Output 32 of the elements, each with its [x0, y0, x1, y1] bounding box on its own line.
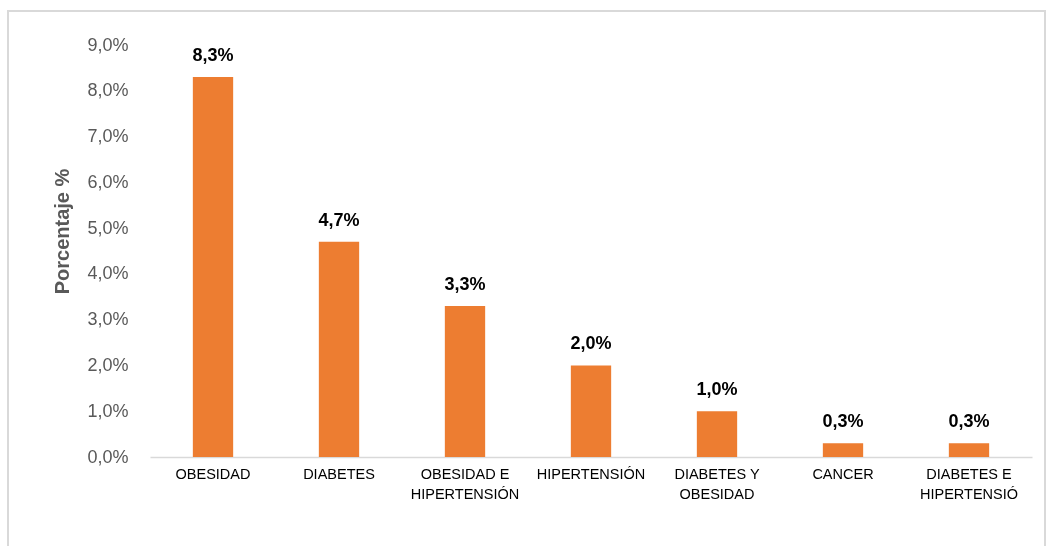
data-label: 8,3% — [192, 45, 234, 66]
x-tick-label: CANCER — [812, 465, 874, 482]
bar — [444, 305, 486, 457]
bar — [318, 241, 360, 457]
y-tick-label: 6,0% — [87, 171, 129, 192]
data-label: 3,3% — [444, 273, 486, 294]
data-label: 0,3% — [948, 411, 990, 432]
bar — [192, 77, 234, 457]
bar — [948, 443, 990, 457]
x-tick-label: OBESIDAD E HIPERTENSIÓN — [410, 465, 520, 502]
y-tick-label: 1,0% — [87, 400, 129, 421]
x-tick-label: HIPERTENSIÓN — [536, 465, 646, 482]
x-tick-label: DIABETES Y OBESIDAD — [674, 465, 760, 502]
data-label: 1,0% — [696, 379, 738, 400]
y-tick-label: 0,0% — [87, 446, 129, 467]
bar — [570, 365, 612, 457]
y-tick-label: 9,0% — [87, 34, 129, 55]
y-axis-title: Porcentaje % — [50, 168, 73, 295]
x-tick-label: OBESIDAD — [175, 465, 251, 482]
y-tick-label: 8,0% — [87, 80, 129, 101]
data-label: 4,7% — [318, 209, 360, 230]
y-tick-label: 4,0% — [87, 263, 129, 284]
y-tick-label: 7,0% — [87, 126, 129, 147]
x-tick-label: DIABETES E HIPERTENSIÓ — [919, 465, 1019, 502]
y-tick-label: 2,0% — [87, 354, 129, 375]
bar — [696, 411, 738, 457]
bar — [822, 443, 864, 457]
data-label: 2,0% — [570, 333, 612, 354]
y-tick-label: 3,0% — [87, 309, 129, 330]
data-label: 0,3% — [822, 411, 864, 432]
y-tick-label: 5,0% — [87, 217, 129, 238]
x-tick-label: DIABETES — [303, 465, 375, 482]
